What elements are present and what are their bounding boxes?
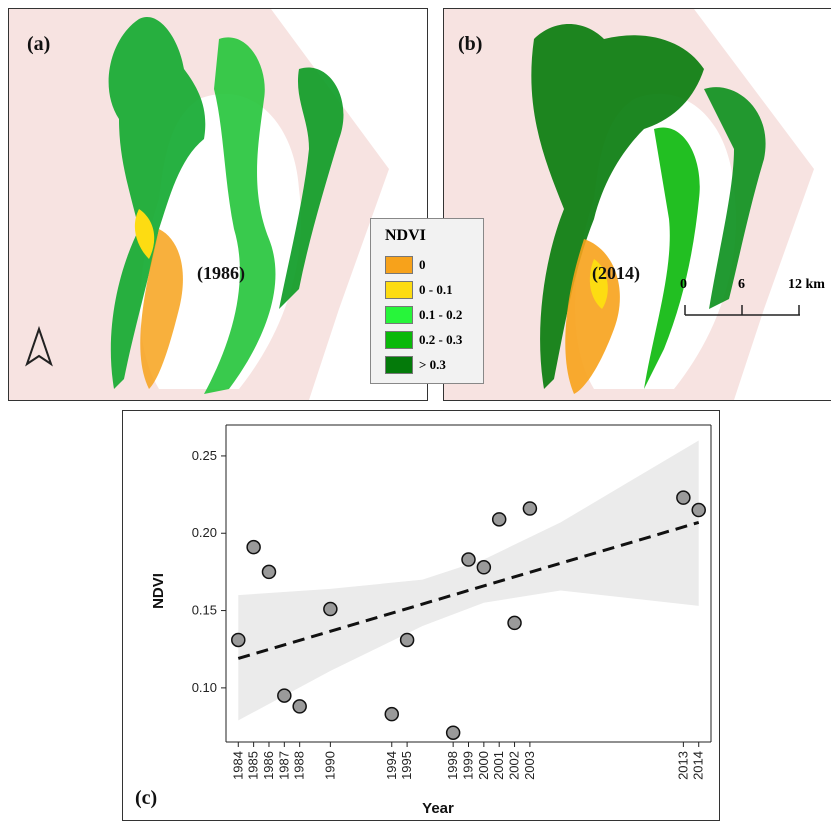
- legend-swatch-3: [385, 331, 413, 349]
- x-tick-label: 1984: [230, 751, 245, 780]
- ndvi-trend-chart-panel: 0.10 0.15 0.20 0.25 1984 1985 1986 1987 1988 1990…: [122, 410, 720, 821]
- ndvi-scatter-chart: 0.10 0.15 0.20 0.25 1984 1985 1986 1987 1988 1990…: [150, 424, 712, 817]
- ndvi-legend: NDVI 0 0 - 0.1 0.1 - 0.2 0.2 - 0.3 > 0.3: [370, 218, 484, 384]
- data-point: [522, 501, 538, 516]
- legend-swatch-4: [385, 356, 413, 374]
- x-tick-label: 2013: [675, 751, 690, 780]
- confidence-band-layer: [238, 440, 699, 721]
- legend-label-4: > 0.3: [419, 357, 446, 372]
- data-point: [676, 490, 691, 505]
- data-points-layer: [231, 490, 706, 740]
- y-axis-title: NDVI: [150, 573, 167, 609]
- data-point: [231, 632, 246, 648]
- x-tick-label: 2003: [522, 751, 537, 780]
- map-panel-1986: (a) (1986): [8, 8, 428, 401]
- data-point: [461, 552, 476, 567]
- x-tick-label: 1990: [322, 751, 337, 780]
- data-point: [292, 699, 307, 714]
- map-panel-2014: (b) (2014) 0 6 12 km: [443, 8, 831, 401]
- data-point: [399, 632, 415, 648]
- y-tick-label: 0.10: [192, 680, 217, 695]
- trend-line-layer: [237, 520, 700, 660]
- legend-label-2: 0.1 - 0.2: [419, 307, 463, 322]
- data-point: [691, 502, 706, 518]
- x-tick-label: 1994: [384, 751, 399, 780]
- data-point: [277, 688, 292, 703]
- year-label-2014: (2014): [592, 263, 640, 283]
- x-axis-title: Year: [422, 800, 454, 817]
- year-label-1986: (1986): [197, 263, 245, 283]
- axes-layer: 0.10 0.15 0.20 0.25 1984 1985 1986 1987 1988 1990…: [192, 424, 712, 780]
- y-tick-label: 0.25: [192, 448, 217, 463]
- legend-swatch-0: [385, 256, 413, 274]
- x-tick-label: 1999: [461, 751, 476, 780]
- data-point: [323, 601, 338, 617]
- scale-label-12km: 12 km: [788, 277, 825, 292]
- x-tick-label: 2001: [491, 751, 506, 780]
- legend-label-3: 0.2 - 0.3: [419, 332, 463, 347]
- legend-label-0: 0: [419, 257, 426, 272]
- trend-line: [237, 520, 700, 660]
- x-tick-label: 1998: [445, 751, 460, 780]
- data-point: [246, 539, 261, 555]
- panel-label-b: (b): [458, 33, 483, 55]
- scale-label-0: 0: [680, 277, 687, 292]
- x-tick-label: 1987: [276, 751, 291, 780]
- scale-bar: [684, 305, 800, 316]
- y-tick-label: 0.15: [192, 603, 217, 618]
- data-point: [507, 615, 522, 631]
- panel-label-c: (c): [135, 787, 158, 809]
- data-point: [261, 564, 277, 580]
- legend-title: NDVI: [385, 227, 426, 244]
- legend-swatch-1: [385, 281, 413, 299]
- x-tick-label: 2002: [507, 751, 522, 780]
- x-tick-label: 1995: [399, 751, 414, 780]
- scale-label-6: 6: [738, 277, 745, 292]
- legend-label-1: 0 - 0.1: [419, 282, 453, 297]
- data-point: [445, 725, 461, 740]
- x-tick-label: 1988: [292, 751, 307, 780]
- data-point: [384, 706, 400, 722]
- panel-label-a: (a): [27, 33, 51, 55]
- data-point: [491, 512, 507, 527]
- x-tick-label: 2014: [691, 751, 706, 780]
- x-tick-label: 1986: [261, 751, 276, 780]
- data-point: [476, 560, 492, 575]
- x-tick-label: 2000: [476, 751, 491, 780]
- y-tick-label: 0.20: [192, 525, 217, 540]
- x-tick-label: 1985: [246, 751, 261, 780]
- confidence-band: [238, 440, 699, 721]
- delta-map-1986: [25, 9, 427, 400]
- legend-swatch-2: [385, 306, 413, 324]
- delta-map-2014: [531, 9, 831, 400]
